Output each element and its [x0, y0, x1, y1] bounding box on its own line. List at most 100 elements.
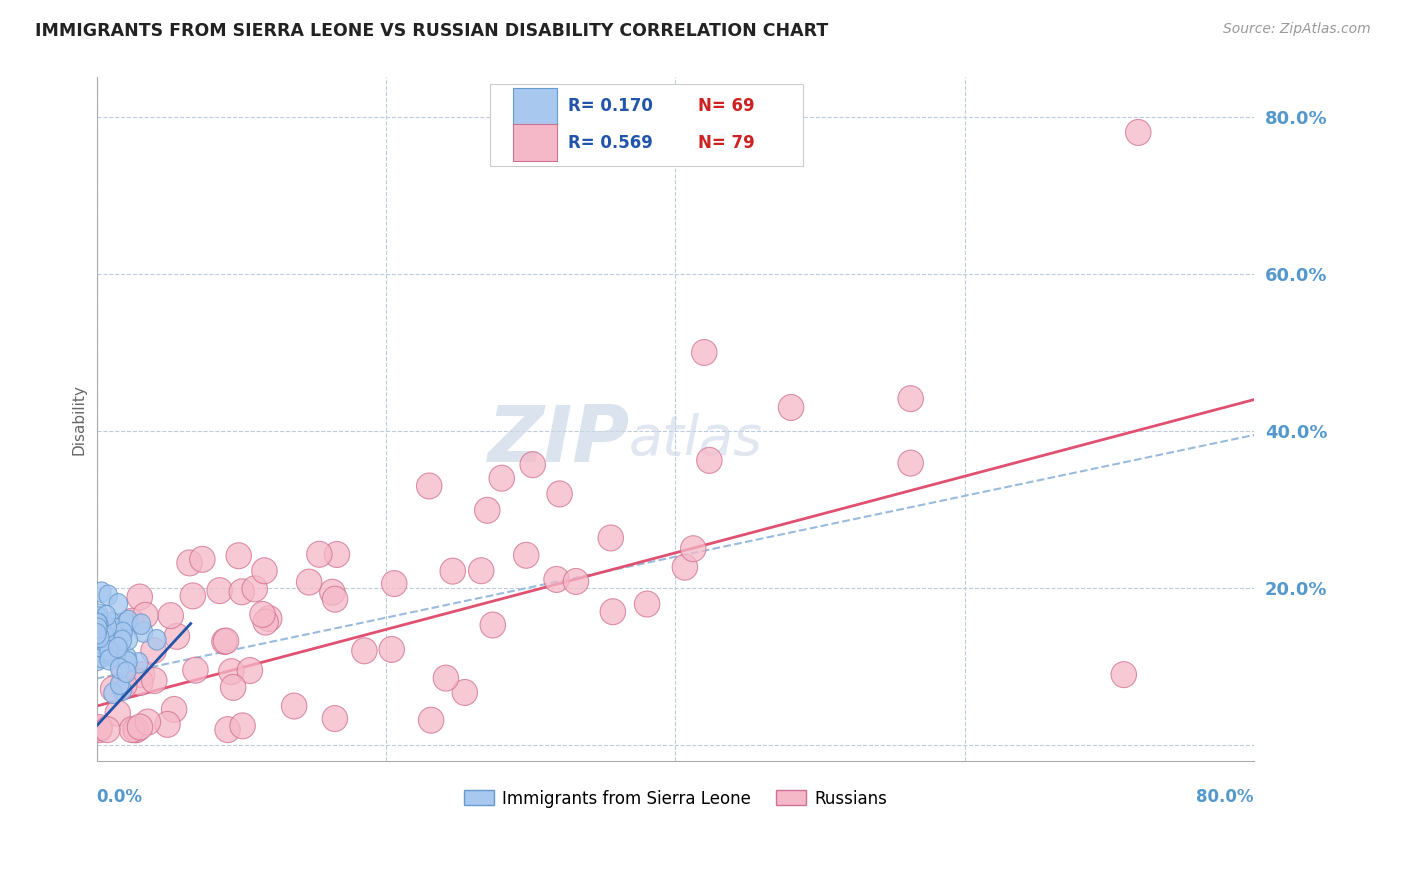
Ellipse shape	[87, 716, 112, 743]
Ellipse shape	[142, 667, 167, 694]
Text: N= 69: N= 69	[699, 97, 755, 115]
Ellipse shape	[94, 615, 112, 636]
Ellipse shape	[229, 713, 256, 739]
Ellipse shape	[105, 639, 124, 659]
Ellipse shape	[87, 624, 107, 644]
Ellipse shape	[215, 716, 240, 743]
Ellipse shape	[319, 579, 344, 605]
Ellipse shape	[100, 621, 118, 641]
Ellipse shape	[297, 569, 322, 595]
Ellipse shape	[479, 612, 506, 638]
Ellipse shape	[118, 647, 136, 667]
Ellipse shape	[252, 558, 277, 583]
Ellipse shape	[214, 628, 239, 654]
Ellipse shape	[94, 624, 114, 645]
Ellipse shape	[112, 630, 132, 650]
Ellipse shape	[118, 608, 145, 634]
Ellipse shape	[148, 630, 166, 650]
Ellipse shape	[419, 707, 444, 733]
Text: Source: ZipAtlas.com: Source: ZipAtlas.com	[1223, 22, 1371, 37]
Text: ZIP: ZIP	[486, 401, 628, 478]
Ellipse shape	[98, 585, 118, 606]
Ellipse shape	[256, 606, 283, 632]
Ellipse shape	[103, 624, 121, 645]
Ellipse shape	[598, 525, 623, 551]
Ellipse shape	[218, 658, 245, 685]
Ellipse shape	[325, 541, 350, 567]
Ellipse shape	[110, 628, 128, 648]
Ellipse shape	[120, 630, 138, 650]
Ellipse shape	[111, 674, 129, 695]
Ellipse shape	[135, 709, 160, 735]
Ellipse shape	[98, 643, 117, 664]
Ellipse shape	[87, 629, 107, 649]
Ellipse shape	[322, 706, 347, 731]
Ellipse shape	[89, 618, 107, 639]
Ellipse shape	[93, 615, 111, 635]
Ellipse shape	[253, 609, 278, 635]
Ellipse shape	[453, 680, 478, 706]
Text: IMMIGRANTS FROM SIERRA LEONE VS RUSSIAN DISABILITY CORRELATION CHART: IMMIGRANTS FROM SIERRA LEONE VS RUSSIAN …	[35, 22, 828, 40]
Ellipse shape	[108, 637, 127, 657]
Ellipse shape	[89, 631, 107, 651]
Ellipse shape	[90, 636, 108, 657]
Ellipse shape	[600, 599, 626, 624]
Ellipse shape	[89, 650, 107, 671]
Ellipse shape	[141, 638, 166, 664]
Ellipse shape	[100, 676, 125, 702]
Ellipse shape	[127, 714, 153, 740]
Ellipse shape	[352, 638, 377, 664]
Ellipse shape	[122, 716, 148, 743]
Text: 80.0%: 80.0%	[1197, 789, 1254, 806]
Ellipse shape	[110, 658, 129, 679]
Ellipse shape	[89, 607, 108, 627]
Ellipse shape	[544, 566, 569, 592]
Ellipse shape	[96, 629, 114, 649]
Ellipse shape	[177, 550, 202, 576]
Ellipse shape	[672, 554, 697, 580]
Ellipse shape	[100, 640, 118, 661]
Ellipse shape	[692, 340, 717, 366]
Ellipse shape	[634, 591, 659, 617]
Ellipse shape	[180, 582, 205, 609]
Ellipse shape	[103, 646, 121, 666]
Ellipse shape	[242, 576, 267, 602]
Ellipse shape	[157, 603, 183, 629]
Ellipse shape	[898, 385, 924, 411]
Ellipse shape	[1126, 120, 1152, 145]
Ellipse shape	[98, 617, 117, 638]
Ellipse shape	[468, 558, 494, 583]
Ellipse shape	[110, 638, 128, 658]
Ellipse shape	[100, 618, 118, 639]
Ellipse shape	[120, 716, 145, 743]
Ellipse shape	[381, 571, 406, 597]
Ellipse shape	[127, 584, 152, 610]
Ellipse shape	[93, 629, 111, 649]
Ellipse shape	[90, 619, 108, 640]
Ellipse shape	[94, 716, 120, 743]
Ellipse shape	[97, 625, 115, 646]
Ellipse shape	[433, 665, 458, 691]
Ellipse shape	[155, 712, 180, 738]
Ellipse shape	[87, 714, 112, 740]
Ellipse shape	[107, 647, 125, 667]
Ellipse shape	[322, 586, 347, 612]
Text: atlas: atlas	[628, 413, 763, 467]
Ellipse shape	[129, 653, 148, 673]
Ellipse shape	[250, 601, 276, 627]
Text: 0.0%: 0.0%	[97, 789, 142, 806]
Ellipse shape	[226, 542, 252, 569]
Ellipse shape	[105, 618, 124, 639]
Ellipse shape	[117, 613, 135, 633]
Ellipse shape	[110, 593, 128, 614]
Ellipse shape	[89, 628, 107, 648]
Ellipse shape	[681, 536, 706, 562]
Ellipse shape	[520, 451, 546, 477]
Ellipse shape	[380, 637, 405, 663]
Ellipse shape	[124, 716, 149, 743]
Ellipse shape	[104, 683, 122, 704]
Text: R= 0.170: R= 0.170	[568, 97, 652, 115]
Ellipse shape	[190, 546, 215, 573]
Ellipse shape	[111, 655, 136, 681]
Y-axis label: Disability: Disability	[72, 384, 86, 455]
